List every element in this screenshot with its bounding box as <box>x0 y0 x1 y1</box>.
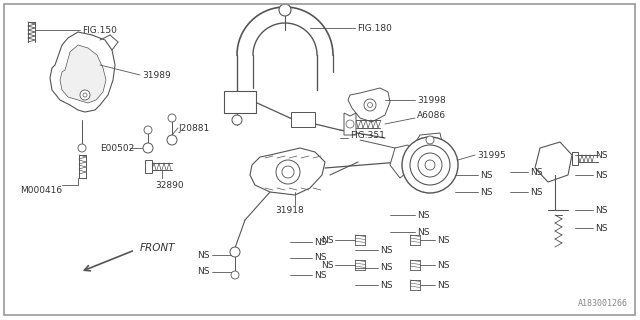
Text: NS: NS <box>437 260 449 269</box>
Text: FIG.351: FIG.351 <box>350 131 385 140</box>
Text: NS: NS <box>437 236 449 244</box>
Text: FIG.150: FIG.150 <box>82 26 117 35</box>
Circle shape <box>410 145 450 185</box>
Circle shape <box>364 99 376 111</box>
Polygon shape <box>145 160 152 173</box>
Text: NS: NS <box>314 237 326 246</box>
Text: A183001266: A183001266 <box>578 299 628 308</box>
Text: NS: NS <box>314 270 326 279</box>
Text: NS: NS <box>417 228 429 236</box>
Text: NS: NS <box>417 211 429 220</box>
Circle shape <box>167 135 177 145</box>
Text: NS: NS <box>480 171 493 180</box>
Text: NS: NS <box>321 260 334 269</box>
Polygon shape <box>60 45 106 103</box>
Text: 31998: 31998 <box>417 95 445 105</box>
Text: NS: NS <box>380 263 392 273</box>
Circle shape <box>80 90 90 100</box>
Text: NS: NS <box>530 188 543 196</box>
Polygon shape <box>348 88 390 122</box>
Circle shape <box>367 102 372 108</box>
Text: NS: NS <box>198 268 210 276</box>
Circle shape <box>346 120 354 128</box>
Text: E00502: E00502 <box>100 143 134 153</box>
Text: 32890: 32890 <box>155 180 184 189</box>
FancyBboxPatch shape <box>224 91 256 113</box>
Circle shape <box>282 166 294 178</box>
Text: FRONT: FRONT <box>140 243 175 253</box>
Circle shape <box>230 247 240 257</box>
Text: M000416: M000416 <box>20 186 62 195</box>
Circle shape <box>418 153 442 177</box>
Polygon shape <box>250 148 325 195</box>
Text: NS: NS <box>530 167 543 177</box>
Polygon shape <box>390 145 412 178</box>
Text: FIG.180: FIG.180 <box>357 23 392 33</box>
Circle shape <box>168 114 176 122</box>
Circle shape <box>402 137 458 193</box>
Polygon shape <box>50 32 115 112</box>
Circle shape <box>83 93 87 97</box>
Text: NS: NS <box>380 245 392 254</box>
Text: NS: NS <box>321 236 334 244</box>
Circle shape <box>231 271 239 279</box>
Text: 31989: 31989 <box>142 70 171 79</box>
Circle shape <box>426 136 434 144</box>
Polygon shape <box>572 152 578 165</box>
Circle shape <box>425 160 435 170</box>
Text: NS: NS <box>595 171 607 180</box>
Polygon shape <box>535 142 572 182</box>
Text: 31918: 31918 <box>275 205 304 214</box>
Text: NS: NS <box>595 223 607 233</box>
Text: NS: NS <box>437 281 449 290</box>
Circle shape <box>279 4 291 16</box>
Polygon shape <box>344 113 356 135</box>
Polygon shape <box>415 133 442 152</box>
Circle shape <box>144 126 152 134</box>
Text: 31995: 31995 <box>477 150 506 159</box>
Text: J20881: J20881 <box>178 124 209 132</box>
Text: NS: NS <box>198 251 210 260</box>
Text: NS: NS <box>314 253 326 262</box>
Circle shape <box>232 115 242 125</box>
Circle shape <box>78 144 86 152</box>
Text: NS: NS <box>595 150 607 159</box>
Text: NS: NS <box>380 281 392 290</box>
Circle shape <box>143 143 153 153</box>
FancyBboxPatch shape <box>291 112 315 127</box>
Text: NS: NS <box>480 188 493 196</box>
Circle shape <box>276 160 300 184</box>
Text: A6086: A6086 <box>417 110 446 119</box>
Text: NS: NS <box>595 205 607 214</box>
